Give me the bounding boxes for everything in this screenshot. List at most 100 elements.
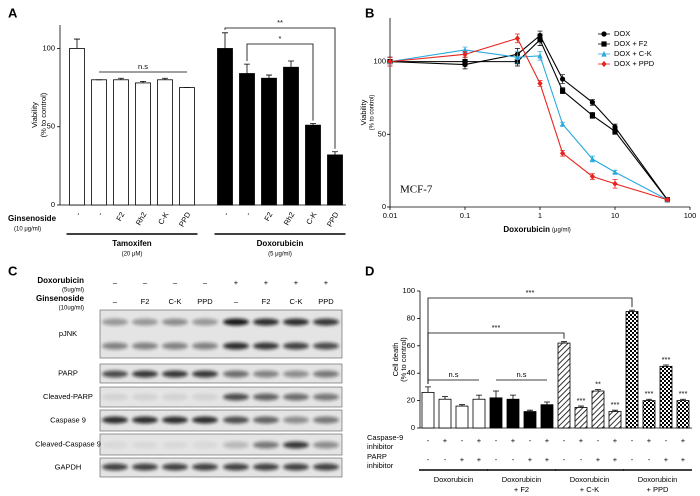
significance-label: *** <box>679 389 688 398</box>
bar <box>608 411 622 429</box>
significance-bracket <box>427 332 565 384</box>
lane-label: – <box>173 278 178 287</box>
blot-band <box>192 416 218 424</box>
row-sign: + <box>681 455 686 464</box>
blot-band <box>162 318 188 326</box>
blot-band <box>223 342 249 350</box>
y-axis-label: (% to control) <box>370 95 376 131</box>
x-tick-label: Rh2 <box>282 210 297 226</box>
significance-label: *** <box>611 400 620 409</box>
row-sign: - <box>580 455 583 464</box>
band-label: Caspase 9 <box>50 415 86 424</box>
blot-band <box>313 370 339 378</box>
blot-band <box>253 393 279 401</box>
blot-band <box>283 370 309 378</box>
blot-band <box>283 342 309 350</box>
error-bar <box>266 74 272 79</box>
annotation: n.s <box>138 62 148 71</box>
y-tick-label: 0 <box>382 202 386 211</box>
legend-label: DOX + PPD <box>614 59 655 68</box>
bar <box>540 404 554 429</box>
row-sign: - <box>631 455 634 464</box>
blot-band <box>132 393 158 401</box>
significance-label: *** <box>645 389 654 398</box>
y-tick-label: 100 <box>42 43 55 52</box>
y-tick-label: 0 <box>411 423 415 432</box>
bar <box>591 390 605 429</box>
annotation: * <box>279 34 282 43</box>
group-label: Doxorubicin <box>502 475 542 484</box>
group-label: + PPD <box>647 485 669 494</box>
error-bar <box>118 77 124 80</box>
x-tick-label: F2 <box>262 210 274 222</box>
panel-label: C <box>8 263 18 278</box>
bar <box>217 48 233 206</box>
x-tick-label: PPD <box>325 210 341 228</box>
blot-band <box>102 441 128 449</box>
error-bar <box>493 390 499 398</box>
blot-band <box>283 441 309 449</box>
marker <box>514 54 521 60</box>
significance-bracket <box>427 297 633 384</box>
marker <box>559 76 566 82</box>
error-bar <box>544 401 550 405</box>
row-sign: + <box>664 455 669 464</box>
x-tick-label: Rh2 <box>134 210 149 226</box>
lane-label: C-K <box>290 297 303 306</box>
row-sign: + <box>528 455 533 464</box>
significance-bracket <box>246 43 314 121</box>
legend-marker <box>601 50 607 57</box>
row-sign: - <box>597 436 600 445</box>
row-sign: - <box>427 436 430 445</box>
bar <box>135 82 151 206</box>
row-sign: - <box>444 455 447 464</box>
bar <box>179 87 195 206</box>
blot-band <box>162 393 188 401</box>
row-sign: + <box>596 455 601 464</box>
x-tick-label: 100 <box>684 211 697 220</box>
x-tick-label: - <box>73 210 82 217</box>
blot-strip <box>99 386 343 408</box>
error-bar <box>510 394 516 400</box>
blot-band <box>313 342 339 350</box>
panel-label: B <box>365 5 374 20</box>
x-tick-label: 0.01 <box>383 211 398 220</box>
significance-label: *** <box>662 355 671 364</box>
legend-marker <box>601 31 607 37</box>
blot-band <box>132 342 158 350</box>
blot-strip <box>99 409 343 432</box>
row-sign: - <box>563 436 566 445</box>
row-label: PARP <box>367 452 387 461</box>
blot-band <box>223 416 249 424</box>
error-bar <box>578 405 584 408</box>
lane-label: + <box>234 278 239 287</box>
group-label: Tamoxifen <box>112 239 152 248</box>
blot-band <box>283 416 309 424</box>
band-label: PARP <box>58 368 78 377</box>
row-sign: + <box>477 455 482 464</box>
row-sign: + <box>545 455 550 464</box>
error-bar <box>663 364 669 367</box>
bar <box>157 79 173 206</box>
lane-label: + <box>324 278 329 287</box>
y-axis-label: Cell death <box>391 343 400 377</box>
annotation: *** <box>526 288 535 297</box>
blot-band <box>162 342 188 350</box>
blot-band <box>162 441 188 449</box>
bar <box>69 48 85 206</box>
blot-band <box>192 318 218 326</box>
lane-label: PPD <box>197 297 213 306</box>
blot-band <box>313 393 339 401</box>
bar <box>625 311 639 429</box>
group-label: Doxorubicin <box>570 475 610 484</box>
blot-band <box>253 318 279 326</box>
y-axis-label: Viability <box>359 99 368 125</box>
blot-strip <box>99 433 343 456</box>
row-sign: - <box>665 436 668 445</box>
blot-band <box>102 370 128 378</box>
y-tick-label: 0 <box>51 200 55 209</box>
bar <box>574 407 588 429</box>
x-tick-label: 10 <box>611 211 619 220</box>
y-tick-label: 40 <box>407 368 415 377</box>
x-tick-label: - <box>243 210 252 217</box>
